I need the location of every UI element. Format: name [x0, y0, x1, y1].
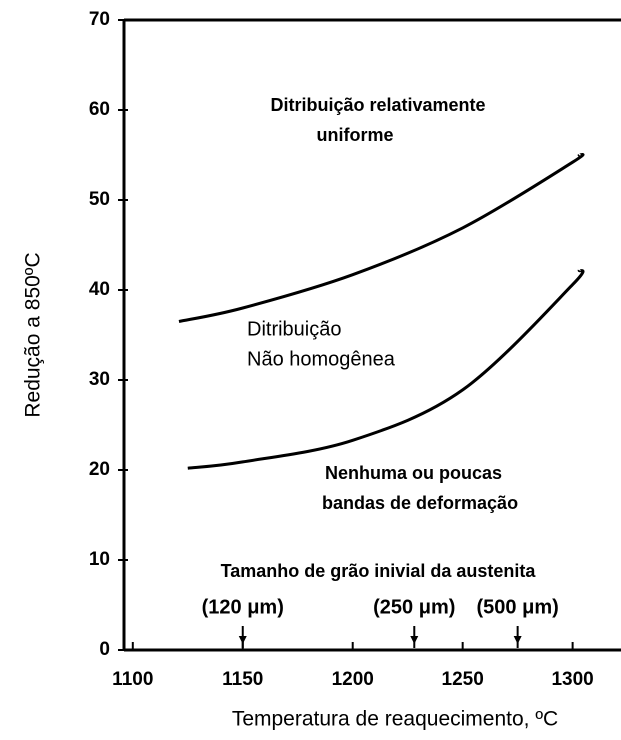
marker-label: (250 μm) [373, 596, 455, 618]
y-tick-label: 70 [89, 9, 110, 30]
marker-label: (120 μm) [202, 596, 284, 618]
curve [187, 268, 585, 470]
y-tick-label: 60 [89, 99, 110, 120]
x-axis-label: Temperatura de reaquecimento, ºC [232, 708, 558, 731]
x-tick-label: 1250 [442, 669, 484, 690]
y-tick-label: 0 [99, 639, 110, 660]
annotation: Nenhuma ou poucas [325, 463, 502, 483]
annotation: bandas de deformação [322, 493, 518, 513]
x-tick-label: 1100 [112, 669, 153, 690]
x-tick-label: 1300 [551, 669, 593, 690]
marker-arrowhead [410, 636, 419, 644]
annotation: Ditribuição relativamente [270, 95, 485, 115]
marker-arrowhead [513, 636, 522, 644]
x-tick-label: 1150 [222, 669, 263, 690]
y-tick-label: 20 [89, 459, 110, 480]
annotation: uniforme [316, 125, 393, 145]
curve [178, 152, 585, 323]
annotation: Tamanho de grão inivial da austenita [221, 561, 537, 581]
y-tick-label: 40 [89, 279, 110, 300]
y-tick-label: 30 [89, 369, 110, 390]
x-tick-label: 1200 [332, 669, 374, 690]
y-axis-label: Redução a 850ºC [22, 252, 45, 417]
annotation: Ditribuição [247, 318, 341, 340]
marker-label: (500 μm) [477, 596, 559, 618]
y-tick-label: 50 [89, 189, 110, 210]
y-tick-label: 10 [89, 549, 110, 570]
annotation: Não homogênea [247, 348, 396, 370]
marker-arrowhead [238, 636, 247, 644]
